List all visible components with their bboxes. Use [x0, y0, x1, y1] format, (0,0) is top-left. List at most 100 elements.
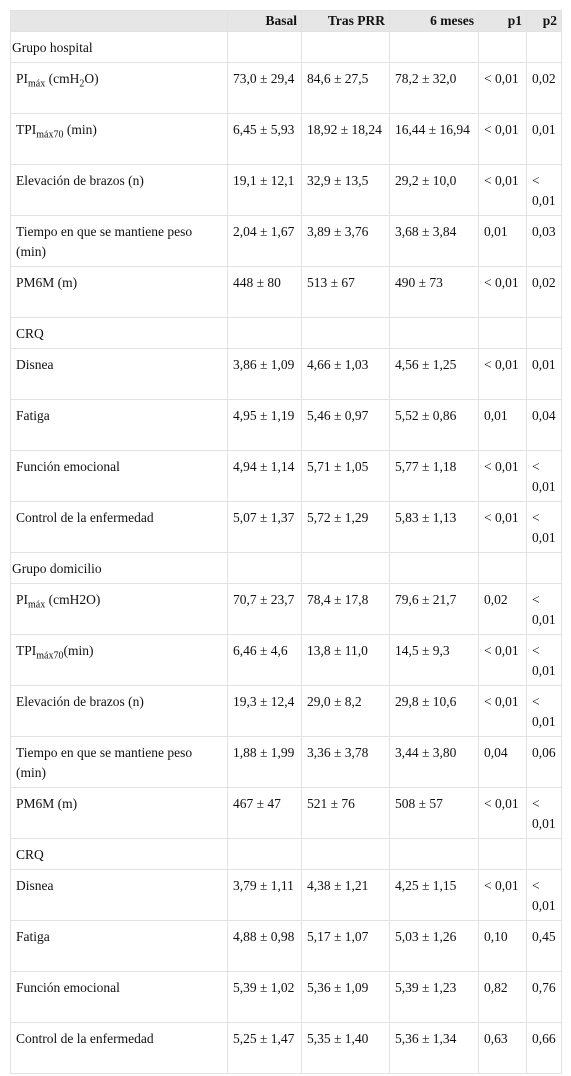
value-cell: 16,44 ± 16,94 [389, 113, 479, 165]
value-cell: 448 ± 80 [227, 266, 302, 318]
value-cell: 0,04 [478, 736, 527, 788]
row-label: Fatiga [10, 920, 228, 972]
empty-cell [526, 838, 562, 870]
row-label: Disnea [10, 348, 228, 400]
value-cell: 4,25 ± 1,15 [389, 869, 479, 921]
value-cell: 29,8 ± 10,6 [389, 685, 479, 737]
value-cell: < 0,01 [526, 634, 562, 686]
column-header: 6 meses [389, 10, 479, 32]
value-cell: < 0,01 [526, 869, 562, 921]
row-label: Control de la enfermedad [10, 1022, 228, 1074]
table-row: Control de la enfermedad 5,25 ± 1,47 5,35 … [10, 1022, 562, 1074]
label-text: Disnea [16, 878, 54, 893]
subscript: máx70 [36, 129, 64, 141]
column-header: Tras PRR [301, 10, 390, 32]
row-label: PM6M (m) [10, 266, 228, 318]
table-row: TPImáx70(min) 6,46 ± 4,6 13,8 ± 11,0 14,5 ±… [10, 634, 562, 686]
label-text: (cmH [45, 71, 80, 86]
table-row: PImáx (cmH2O) 70,7 ± 23,7 78,4 ± 17,8 79,6 … [10, 583, 562, 635]
empty-cell [478, 31, 527, 63]
label-text: Elevación de brazos (n) [16, 173, 144, 188]
value-cell: 5,03 ± 1,26 [389, 920, 479, 972]
value-cell: 3,89 ± 3,76 [301, 215, 390, 267]
empty-cell [227, 317, 302, 349]
value-cell: 0,45 [526, 920, 562, 972]
value-cell: 5,35 ± 1,40 [301, 1022, 390, 1074]
empty-cell [389, 317, 479, 349]
label-text: Tiempo en que se mantiene peso (min) [16, 224, 193, 259]
value-cell: 5,71 ± 1,05 [301, 450, 390, 502]
value-cell: < 0,01 [526, 583, 562, 635]
empty-cell [526, 552, 562, 584]
value-cell: 4,95 ± 1,19 [227, 399, 302, 451]
row-label: Elevación de brazos (n) [10, 164, 228, 216]
empty-cell [478, 317, 527, 349]
row-label: Tiempo en que se mantiene peso (min) [10, 736, 228, 788]
label-text: Control de la enfermedad [16, 1031, 154, 1046]
table-row: PM6M (m) 448 ± 80 513 ± 67 490 ± 73 < 0,01 0,… [10, 266, 562, 318]
value-cell: < 0,01 [526, 450, 562, 502]
row-label: CRQ [10, 838, 228, 870]
value-cell: < 0,01 [526, 501, 562, 553]
value-cell: 4,94 ± 1,14 [227, 450, 302, 502]
row-label: Grupo hospital [10, 31, 228, 63]
value-cell: < 0,01 [526, 787, 562, 839]
row-label: PM6M (m) [10, 787, 228, 839]
value-cell: 4,88 ± 0,98 [227, 920, 302, 972]
table-row: CRQ [10, 317, 562, 349]
label-text: Función emocional [16, 459, 120, 474]
value-cell: < 0,01 [478, 787, 527, 839]
value-cell: 32,9 ± 13,5 [301, 164, 390, 216]
value-cell: 0,01 [526, 113, 562, 165]
row-label: PImáx (cmH2O) [10, 62, 228, 114]
value-cell: 5,36 ± 1,09 [301, 971, 390, 1023]
subscript: máx [28, 78, 46, 90]
value-cell: 4,56 ± 1,25 [389, 348, 479, 400]
empty-cell [301, 31, 390, 63]
empty-cell [478, 552, 527, 584]
label-text: (cmH2O) [45, 592, 101, 607]
table-row: Tiempo en que se mantiene peso (min) 1,88… [10, 736, 562, 788]
value-cell: 19,3 ± 12,4 [227, 685, 302, 737]
value-cell: 0,01 [478, 215, 527, 267]
value-cell: 0,02 [526, 62, 562, 114]
value-cell: 78,4 ± 17,8 [301, 583, 390, 635]
label-text: (min) [63, 643, 94, 658]
value-cell: < 0,01 [478, 348, 527, 400]
empty-cell [389, 31, 479, 63]
value-cell: 1,88 ± 1,99 [227, 736, 302, 788]
column-header: p2 [526, 10, 562, 32]
header-cell [10, 10, 228, 32]
value-cell: 0,06 [526, 736, 562, 788]
label-text: CRQ [16, 326, 44, 341]
value-cell: 73,0 ± 29,4 [227, 62, 302, 114]
empty-cell [526, 31, 562, 63]
table-row: Fatiga 4,95 ± 1,19 5,46 ± 0,97 5,52 ± 0,86 0… [10, 399, 562, 451]
empty-cell [301, 552, 390, 584]
value-cell: < 0,01 [478, 450, 527, 502]
label-text: Disnea [16, 357, 54, 372]
value-cell: < 0,01 [478, 113, 527, 165]
value-cell: 6,45 ± 5,93 [227, 113, 302, 165]
value-cell: 5,36 ± 1,34 [389, 1022, 479, 1074]
value-cell: 467 ± 47 [227, 787, 302, 839]
label-text: Fatiga [16, 929, 50, 944]
row-label: Tiempo en que se mantiene peso (min) [10, 215, 228, 267]
value-cell: 5,83 ± 1,13 [389, 501, 479, 553]
label-text: Fatiga [16, 408, 50, 423]
value-cell: < 0,01 [478, 266, 527, 318]
label-text: O) [84, 71, 99, 86]
value-cell: 6,46 ± 4,6 [227, 634, 302, 686]
value-cell: 5,72 ± 1,29 [301, 501, 390, 553]
value-cell: 0,02 [526, 266, 562, 318]
value-cell: 3,86 ± 1,09 [227, 348, 302, 400]
label-text: Grupo domicilio [12, 561, 102, 576]
value-cell: 2,04 ± 1,67 [227, 215, 302, 267]
table-row: Función emocional 4,94 ± 1,14 5,71 ± 1,05 5… [10, 450, 562, 502]
value-cell: 79,6 ± 21,7 [389, 583, 479, 635]
label-text: PM6M (m) [16, 796, 78, 811]
value-cell: 0,02 [478, 583, 527, 635]
table-row: Elevación de brazos (n) 19,1 ± 12,1 32,9 ±… [10, 164, 562, 216]
subscript: máx70 [36, 650, 64, 662]
table-header: Basal Tras PRR 6 meses p1 p2 [10, 10, 562, 32]
